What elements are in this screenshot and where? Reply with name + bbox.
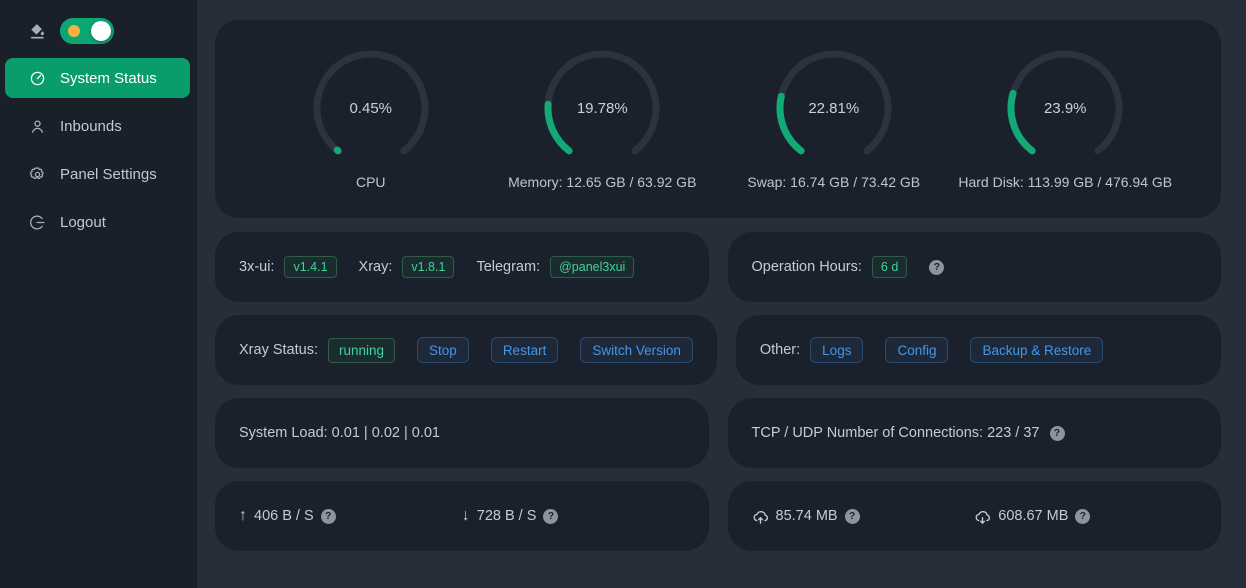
backup-restore-button[interactable]: Backup & Restore (970, 337, 1104, 363)
upload-speed-text: 406 B / S (254, 508, 314, 524)
sidebar-menu: System Status Inbounds Panel Settings (0, 58, 197, 242)
system-load-text: System Load: 0.01 | 0.02 | 0.01 (239, 425, 440, 441)
help-icon[interactable]: ? (320, 508, 336, 524)
gauge-percent: 23.9% (1043, 100, 1087, 117)
memory-gauge: 19.78% Memory: 12.65 GB / 63.92 GB (487, 48, 719, 190)
sun-icon (68, 25, 80, 37)
total-download-text: 608.67 MB (998, 508, 1069, 524)
logout-icon (29, 214, 46, 231)
telegram-tag[interactable]: @panel3xui (550, 256, 635, 278)
cloud-upload-icon (752, 508, 769, 525)
gauge-label: CPU (355, 174, 386, 190)
help-icon[interactable]: ? (543, 508, 559, 524)
hard-disk-gauge: 23.9% Hard Disk: 113.99 GB / 476.94 GB (950, 48, 1182, 190)
operation-hours-card: Operation Hours: 6 d ? (727, 232, 1221, 302)
sidebar-item-logout[interactable]: Logout (5, 202, 190, 242)
total-upload: 85.74 MB ? (752, 508, 975, 525)
help-icon[interactable]: ? (1049, 425, 1065, 441)
gauge-label: Swap: 16.74 GB / 73.42 GB (747, 174, 921, 190)
gauge-label: Memory: 12.65 GB / 63.92 GB (508, 174, 697, 190)
xray-version-tag: v1.8.1 (402, 256, 455, 278)
switch-version-button[interactable]: Switch Version (580, 337, 693, 363)
cpu-gauge: 0.45% CPU (255, 48, 487, 190)
xui-version-label: 3x-ui: (239, 259, 275, 275)
other-card: Other: Logs Config Backup & Restore (735, 315, 1221, 385)
main-content: 0.45% CPU 19.78% Memory: 12.65 GB / 63.9… (197, 0, 1246, 588)
config-button[interactable]: Config (885, 337, 949, 363)
gauge-percent: 19.78% (576, 100, 628, 117)
toggle-knob (91, 21, 111, 41)
connections-card: TCP / UDP Number of Connections: 223 / 3… (727, 398, 1221, 468)
system-gauges-card: 0.45% CPU 19.78% Memory: 12.65 GB / 63.9… (215, 20, 1221, 218)
other-label: Other: (759, 342, 801, 358)
gauge-percent: 0.45% (349, 100, 393, 117)
arrow-up-icon: ↑ (239, 507, 247, 524)
download-speed: ↓ 728 B / S ? (462, 508, 685, 524)
gear-icon (29, 166, 46, 183)
restart-button[interactable]: Restart (490, 337, 559, 363)
xray-status-tag: running (327, 337, 396, 363)
arrow-down-icon: ↓ (461, 507, 470, 524)
total-upload-text: 85.74 MB (775, 508, 838, 524)
cloud-download-icon (974, 508, 991, 525)
sidebar-item-system-status[interactable]: System Status (5, 58, 190, 98)
total-download: 608.67 MB ? (974, 508, 1197, 525)
sidebar-item-label: Logout (60, 213, 106, 231)
help-icon[interactable]: ? (844, 508, 860, 524)
sidebar: System Status Inbounds Panel Settings (0, 0, 197, 588)
network-speed-card: ↑ 406 B / S ? ↓ 728 B / S ? (215, 481, 709, 551)
help-icon[interactable]: ? (1075, 508, 1091, 524)
dashboard-icon (29, 70, 46, 87)
gauge-label: Hard Disk: 113.99 GB / 476.94 GB (958, 174, 1173, 190)
sidebar-item-label: Panel Settings (60, 165, 157, 183)
versions-card: 3x-ui: v1.4.1 Xray: v1.8.1 Telegram: @pa… (215, 232, 709, 302)
theme-toggle-row (0, 16, 197, 46)
download-speed-text: 728 B / S (476, 508, 537, 524)
operation-hours-label: Operation Hours: (751, 259, 862, 275)
upload-speed: ↑ 406 B / S ? (239, 508, 462, 524)
network-total-card: 85.74 MB ? 608.67 MB ? (727, 481, 1221, 551)
theme-colors-icon (28, 22, 47, 41)
stop-button[interactable]: Stop (417, 337, 469, 363)
help-icon[interactable]: ? (929, 259, 945, 275)
connections-text: TCP / UDP Number of Connections: 223 / 3… (751, 425, 1040, 441)
sidebar-item-inbounds[interactable]: Inbounds (5, 106, 190, 146)
sidebar-item-label: Inbounds (60, 117, 122, 135)
xui-version-tag: v1.4.1 (284, 256, 337, 278)
system-load-card: System Load: 0.01 | 0.02 | 0.01 (215, 398, 709, 468)
sidebar-item-panel-settings[interactable]: Panel Settings (5, 154, 190, 194)
dark-mode-toggle[interactable] (60, 18, 114, 44)
gauge-percent: 22.81% (808, 100, 860, 117)
swap-gauge: 22.81% Swap: 16.74 GB / 73.42 GB (718, 48, 950, 190)
sidebar-item-label: System Status (60, 69, 157, 87)
user-icon (29, 118, 46, 135)
xray-status-card: Xray Status: running Stop Restart Switch… (215, 315, 717, 385)
xray-status-label: Xray Status: (239, 342, 318, 358)
logs-button[interactable]: Logs (810, 337, 864, 363)
operation-hours-tag: 6 d (871, 256, 908, 278)
telegram-label: Telegram: (476, 259, 541, 275)
xray-version-label: Xray: (358, 259, 393, 275)
